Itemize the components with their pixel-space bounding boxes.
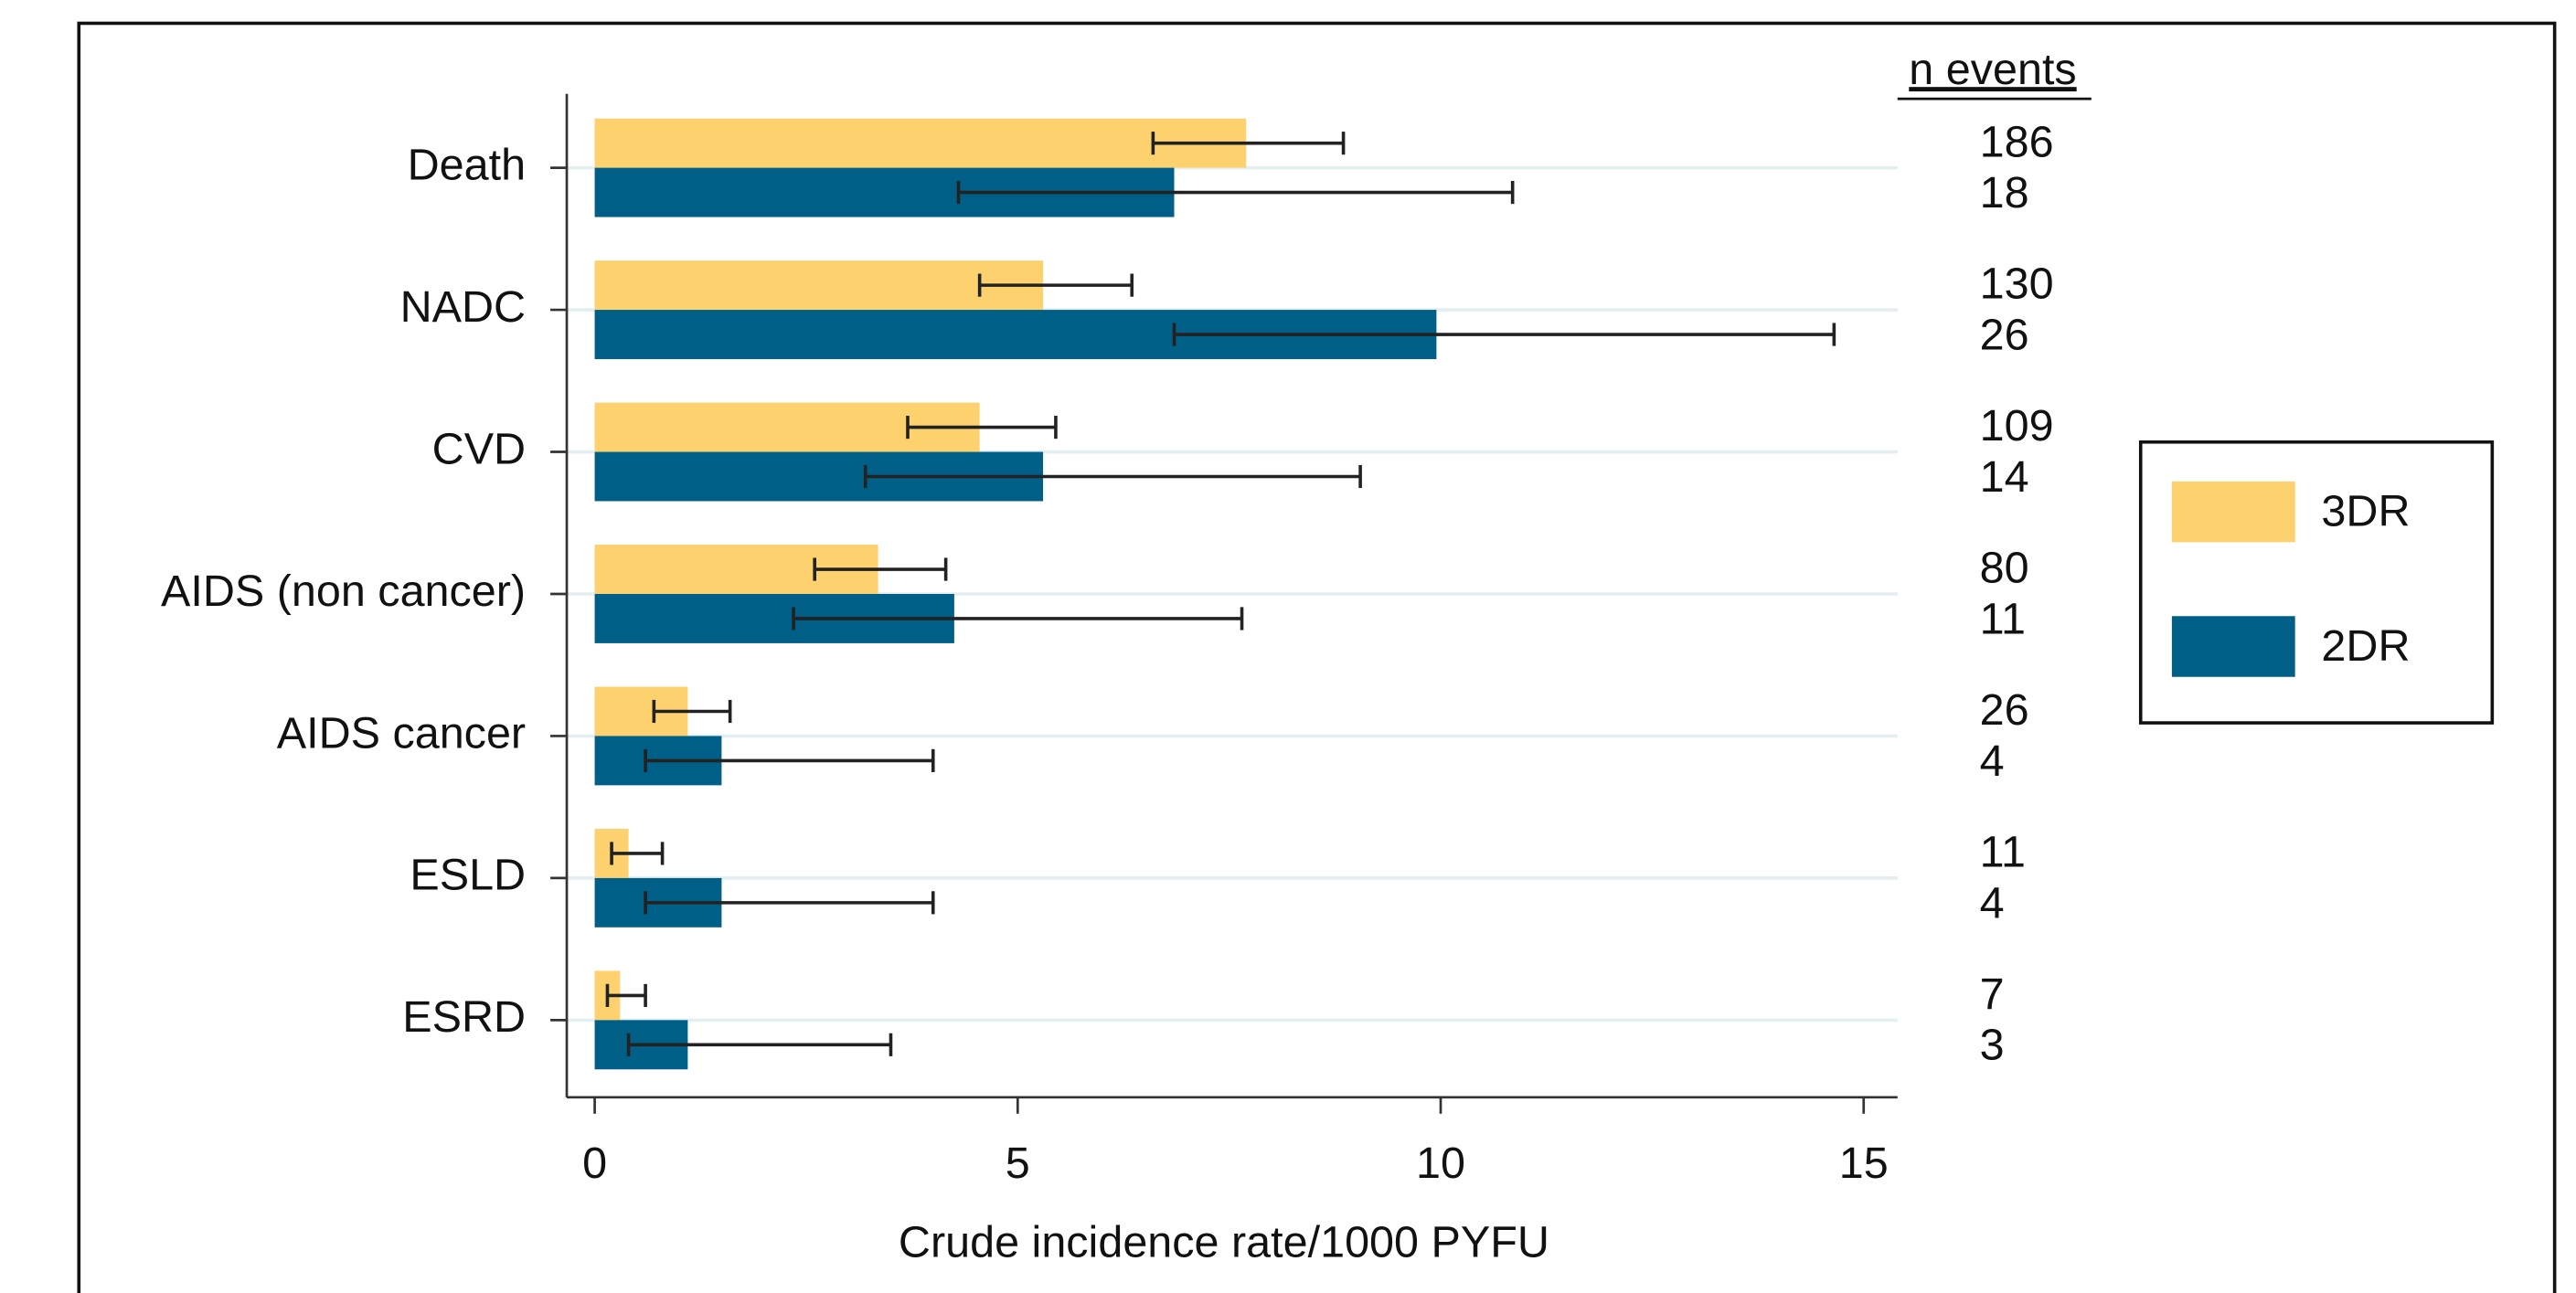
n-events: 11 — [1980, 828, 2026, 877]
x-axis-label: Crude incidence rate/1000 PYFU — [899, 1217, 1549, 1267]
error-bar — [1172, 323, 1836, 346]
error-bar — [652, 699, 732, 724]
error-bar — [813, 557, 948, 581]
error-bar — [792, 607, 1244, 631]
y-tick-label: NADC — [400, 282, 526, 332]
n-events: 14 — [1980, 452, 2029, 502]
y-tick-label: Death — [408, 140, 526, 189]
error-bar — [644, 891, 935, 915]
y-tick-label: CVD — [432, 424, 526, 473]
n-events: 186 — [1980, 117, 2054, 166]
n-events-title: n events — [1909, 45, 2076, 94]
x-tick-label: 0 — [582, 1139, 607, 1188]
n-events: 26 — [1980, 685, 2029, 735]
legend-swatch — [2171, 481, 2295, 543]
n-events: 80 — [1980, 544, 2029, 593]
error-bar — [605, 983, 647, 1007]
x-tick-label: 15 — [1839, 1139, 1889, 1188]
n-events: 4 — [1980, 878, 2005, 927]
n-events: 4 — [1980, 737, 2005, 786]
bar — [594, 118, 1247, 168]
legend-swatch — [2171, 616, 2295, 677]
error-bar — [1151, 132, 1346, 155]
n-events: 26 — [1980, 310, 2029, 359]
x-tick-label: 10 — [1416, 1139, 1465, 1188]
y-tick-label: ESLD — [410, 851, 526, 900]
y-tick-label: AIDS cancer — [277, 708, 526, 758]
bar — [594, 260, 1044, 311]
error-bar — [977, 273, 1134, 297]
y-tick-label: ESRD — [402, 992, 526, 1042]
error-bar — [956, 180, 1515, 205]
error-bar — [644, 748, 935, 772]
error-bar — [863, 464, 1362, 489]
n-events: 11 — [1980, 594, 2026, 643]
error-bar — [906, 415, 1058, 440]
error-bar — [610, 842, 665, 865]
frame — [77, 21, 2557, 1293]
legend-label: 3DR — [2321, 487, 2410, 536]
y-tick-label: AIDS (non cancer) — [161, 567, 526, 616]
n-events: 3 — [1980, 1021, 2005, 1070]
n-events: 18 — [1980, 168, 2029, 217]
n-events: 130 — [1980, 260, 2054, 309]
n-events: 7 — [1980, 970, 2005, 1019]
n-events: 109 — [1980, 401, 2054, 450]
error-bar — [626, 1033, 893, 1056]
legend-label: 2DR — [2321, 621, 2410, 671]
x-tick-label: 5 — [1006, 1139, 1030, 1188]
